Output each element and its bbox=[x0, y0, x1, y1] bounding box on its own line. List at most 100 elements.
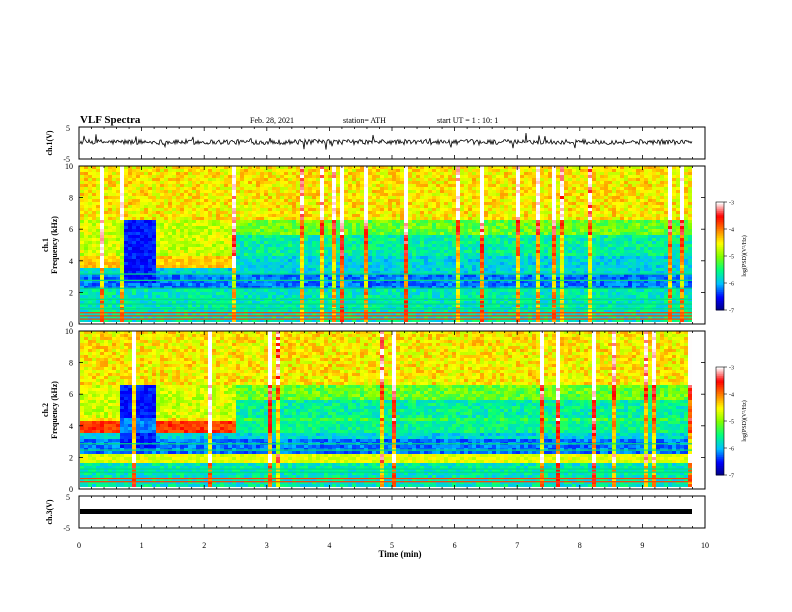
spectrogram-cell bbox=[224, 268, 228, 271]
spectrogram-cell bbox=[172, 286, 176, 289]
spectrogram-cell bbox=[148, 274, 152, 277]
spectrogram-cell bbox=[428, 265, 432, 268]
spectrogram-cell bbox=[84, 286, 88, 289]
spectrogram-cell bbox=[408, 241, 412, 244]
spectrogram-cell bbox=[256, 202, 260, 205]
spectrogram-cell bbox=[252, 316, 256, 319]
spectrogram-cell bbox=[204, 217, 208, 220]
spectrogram-cell bbox=[352, 238, 356, 241]
spectrogram-cell bbox=[152, 253, 156, 256]
spectrogram-cell bbox=[156, 256, 160, 259]
spectrogram-cell bbox=[92, 187, 96, 190]
spectrogram-cell bbox=[440, 193, 444, 196]
spectrogram-cell bbox=[344, 184, 348, 187]
spectrogram-cell bbox=[200, 184, 204, 187]
spectrogram-cell bbox=[396, 199, 400, 202]
spectrogram-cell bbox=[296, 223, 300, 226]
spectrogram-cell bbox=[372, 277, 376, 280]
spectrogram-cell bbox=[408, 196, 412, 199]
spectrogram-cell bbox=[196, 313, 200, 316]
spectrogram-cell bbox=[396, 274, 400, 277]
spectrogram-cell bbox=[352, 205, 356, 208]
spectrogram-cell bbox=[204, 295, 208, 298]
spectrogram-cell bbox=[364, 295, 368, 298]
spectrogram-cell bbox=[400, 301, 404, 304]
spectrogram-cell bbox=[96, 256, 100, 259]
spectrogram-cell bbox=[112, 262, 116, 265]
spectrogram-cell bbox=[408, 259, 412, 262]
spectrogram-cell bbox=[428, 295, 432, 298]
spectrogram-cell bbox=[232, 268, 236, 271]
spectrogram-cell bbox=[148, 178, 152, 181]
spectrogram-cell bbox=[292, 208, 296, 211]
spectrogram-cell bbox=[316, 295, 320, 298]
spectrogram-cell bbox=[400, 277, 404, 280]
spectrogram-cell bbox=[152, 295, 156, 298]
spectrogram-cell bbox=[444, 178, 448, 181]
spectrogram-cell bbox=[124, 211, 128, 214]
spectrogram-cell bbox=[204, 283, 208, 286]
spectrogram-cell bbox=[252, 181, 256, 184]
spectrogram-cell bbox=[368, 301, 372, 304]
spectrogram-cell bbox=[124, 226, 128, 229]
spectrogram-cell bbox=[444, 229, 448, 232]
spectrogram-cell bbox=[164, 271, 168, 274]
spectrogram-cell bbox=[240, 181, 244, 184]
spectrogram-cell bbox=[396, 232, 400, 235]
spectrogram-cell bbox=[408, 169, 412, 172]
spectrogram-cell bbox=[248, 301, 252, 304]
spectrogram-cell bbox=[308, 259, 312, 262]
spectrogram-cell bbox=[192, 232, 196, 235]
spectrogram-cell bbox=[376, 211, 380, 214]
spectrogram-cell bbox=[340, 172, 344, 175]
spectrogram-cell bbox=[328, 175, 332, 178]
spectrogram-cell bbox=[416, 190, 420, 193]
spectrogram-cell bbox=[208, 217, 212, 220]
spectrogram-cell bbox=[180, 244, 184, 247]
spectrogram-cell bbox=[420, 238, 424, 241]
spectrogram-cell bbox=[372, 202, 376, 205]
spectrogram-cell bbox=[444, 190, 448, 193]
spectrogram-cell bbox=[452, 169, 456, 172]
spectrogram-cell bbox=[352, 274, 356, 277]
spectrogram-cell bbox=[124, 232, 128, 235]
spectrogram-cell bbox=[136, 259, 140, 262]
spectrogram-cell bbox=[380, 202, 384, 205]
spectrogram-cell bbox=[364, 172, 368, 175]
spectrogram-cell bbox=[420, 184, 424, 187]
spectrogram-cell bbox=[408, 181, 412, 184]
spectrogram-cell bbox=[308, 316, 312, 319]
spectrogram-cell bbox=[444, 301, 448, 304]
spectrogram-cell bbox=[156, 277, 160, 280]
spectrogram-cell bbox=[200, 313, 204, 316]
spectrogram-cell bbox=[364, 214, 368, 217]
spectrogram-cell bbox=[240, 235, 244, 238]
spectrogram-cell bbox=[400, 292, 404, 295]
spectrogram-cell bbox=[404, 229, 408, 232]
spectrogram-cell bbox=[436, 304, 440, 307]
spectrogram-cell bbox=[396, 220, 400, 223]
spectrogram-cell bbox=[272, 241, 276, 244]
spectrogram-cell bbox=[100, 301, 104, 304]
spectrogram-cell bbox=[232, 283, 236, 286]
spectrogram-cell bbox=[332, 241, 336, 244]
spectrogram-cell bbox=[196, 196, 200, 199]
spectrogram-cell bbox=[148, 217, 152, 220]
spectrogram-cell bbox=[100, 268, 104, 271]
spectrogram-cell bbox=[204, 268, 208, 271]
spectrogram-cell bbox=[436, 262, 440, 265]
spectrogram-cell bbox=[104, 256, 108, 259]
spectrogram-cell bbox=[352, 265, 356, 268]
spectrogram-cell bbox=[428, 301, 432, 304]
spectrogram-cell bbox=[104, 178, 108, 181]
spectrogram-cell bbox=[360, 244, 364, 247]
spectrogram-cell bbox=[404, 172, 408, 175]
spectrogram-cell bbox=[212, 178, 216, 181]
spectrogram-cell bbox=[220, 280, 224, 283]
spectrogram-cell bbox=[436, 226, 440, 229]
spectrogram-cell bbox=[224, 232, 228, 235]
spectrogram-cell bbox=[368, 196, 372, 199]
spectrogram-cell bbox=[120, 232, 124, 235]
spectrogram-cell bbox=[320, 208, 324, 211]
spectrogram-cell bbox=[172, 274, 176, 277]
